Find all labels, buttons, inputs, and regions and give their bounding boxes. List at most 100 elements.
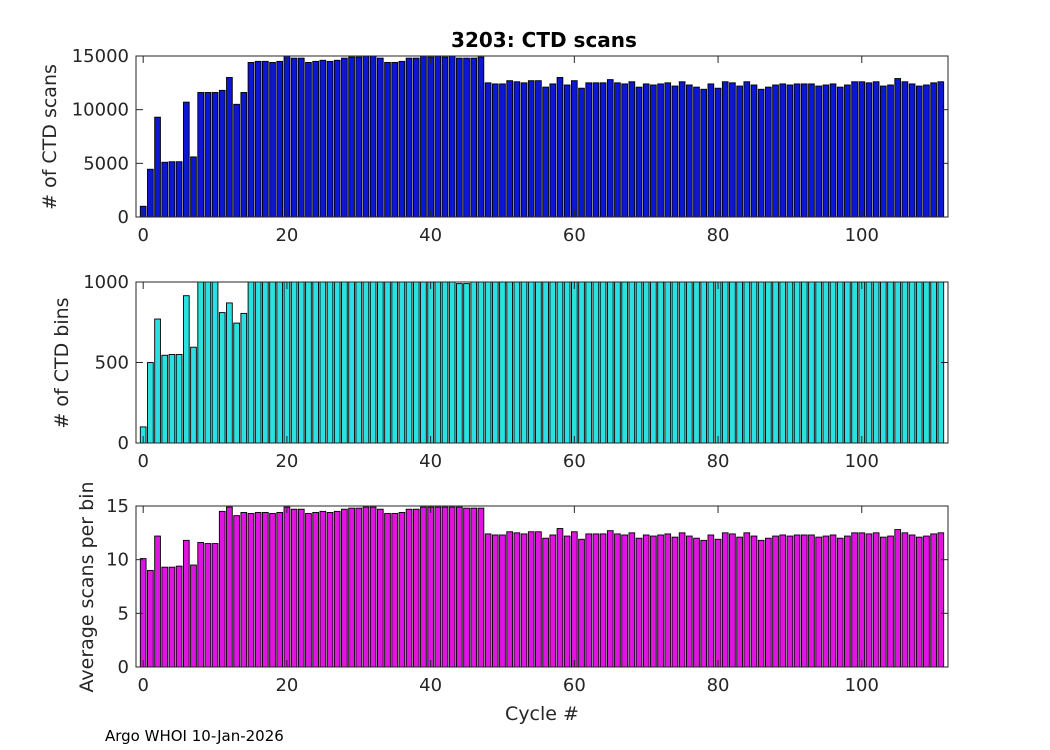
bar bbox=[391, 61, 399, 218]
bar bbox=[147, 569, 154, 668]
bar bbox=[736, 536, 743, 668]
bar bbox=[599, 281, 607, 444]
x-tick-label: 60 bbox=[563, 675, 586, 696]
bar bbox=[384, 61, 391, 218]
bar bbox=[571, 80, 578, 218]
bar bbox=[312, 281, 319, 444]
bar bbox=[585, 82, 593, 218]
bar bbox=[700, 88, 708, 218]
bar bbox=[851, 281, 858, 444]
x-tick-label: 80 bbox=[707, 451, 730, 472]
bar bbox=[858, 532, 866, 668]
bar bbox=[822, 84, 830, 218]
bar bbox=[154, 116, 161, 218]
scans-ticks: 0 20 40 60 80 100 0 5000 10000 15000 bbox=[72, 46, 948, 246]
bar bbox=[211, 92, 219, 218]
bar bbox=[707, 281, 715, 444]
bar bbox=[671, 536, 679, 668]
bar bbox=[793, 83, 801, 218]
bar bbox=[930, 533, 937, 668]
bar bbox=[420, 281, 427, 444]
bar bbox=[527, 281, 535, 444]
bar bbox=[204, 281, 212, 444]
x-tick-label: 80 bbox=[707, 675, 730, 696]
y-tick-label: 15 bbox=[106, 496, 129, 517]
y-tick-label: 10 bbox=[106, 550, 129, 571]
bar bbox=[678, 532, 686, 668]
bar bbox=[376, 281, 384, 444]
bar bbox=[901, 532, 909, 668]
bar bbox=[556, 281, 564, 444]
bar bbox=[563, 281, 571, 444]
bar bbox=[341, 508, 348, 668]
y-tick-label: 500 bbox=[95, 353, 129, 374]
bar bbox=[757, 88, 765, 218]
bar bbox=[398, 281, 406, 444]
x-tick-label: 0 bbox=[137, 451, 148, 472]
x-tick-label: 100 bbox=[845, 675, 879, 696]
bar bbox=[578, 281, 585, 444]
bar bbox=[851, 81, 858, 218]
bar bbox=[369, 55, 377, 218]
bar bbox=[412, 57, 420, 218]
bar bbox=[326, 281, 334, 444]
bar bbox=[908, 281, 916, 444]
bar bbox=[456, 57, 463, 218]
bar bbox=[197, 92, 205, 218]
bar bbox=[736, 281, 743, 444]
bar bbox=[211, 543, 219, 668]
y-tick-label: 0 bbox=[118, 657, 129, 678]
bar bbox=[693, 281, 700, 444]
bar bbox=[499, 83, 506, 218]
bar bbox=[405, 281, 413, 444]
bar bbox=[182, 295, 190, 444]
bar bbox=[858, 281, 866, 444]
bar bbox=[319, 59, 327, 218]
bar bbox=[362, 55, 370, 218]
bar bbox=[556, 528, 564, 668]
bar bbox=[585, 281, 593, 444]
bar bbox=[635, 86, 643, 218]
bar bbox=[297, 281, 305, 444]
y-tick-label: 5 bbox=[118, 603, 129, 624]
bar bbox=[362, 281, 370, 444]
bar bbox=[779, 281, 787, 444]
bar bbox=[312, 511, 319, 668]
bar bbox=[693, 537, 700, 668]
x-tick-label: 20 bbox=[275, 451, 298, 472]
bar bbox=[348, 56, 355, 218]
bar bbox=[175, 565, 183, 668]
bar bbox=[800, 281, 808, 444]
bar bbox=[714, 281, 722, 444]
bar bbox=[463, 507, 470, 668]
bar bbox=[341, 281, 348, 444]
bar bbox=[168, 566, 176, 668]
avg-ticks: 0 20 40 60 80 100 0 5 10 15 bbox=[106, 496, 948, 696]
y-tick-label: 5000 bbox=[83, 153, 129, 174]
bar bbox=[283, 506, 291, 668]
bar bbox=[664, 82, 672, 218]
bar bbox=[765, 281, 772, 444]
bar bbox=[772, 535, 779, 668]
bar bbox=[844, 535, 851, 668]
bar bbox=[793, 534, 801, 668]
bar bbox=[240, 92, 248, 218]
bar bbox=[535, 281, 542, 444]
bar bbox=[269, 513, 276, 668]
bar bbox=[880, 536, 887, 668]
bar bbox=[470, 281, 478, 444]
bar bbox=[269, 61, 276, 218]
bar bbox=[571, 281, 578, 444]
bar bbox=[276, 511, 284, 668]
bar bbox=[448, 281, 456, 444]
bar bbox=[398, 511, 406, 668]
bar bbox=[218, 312, 226, 444]
bar bbox=[290, 281, 298, 444]
bar bbox=[872, 81, 880, 218]
bar bbox=[254, 60, 262, 218]
bar bbox=[398, 60, 406, 218]
bar bbox=[923, 84, 930, 218]
bar bbox=[779, 83, 787, 218]
